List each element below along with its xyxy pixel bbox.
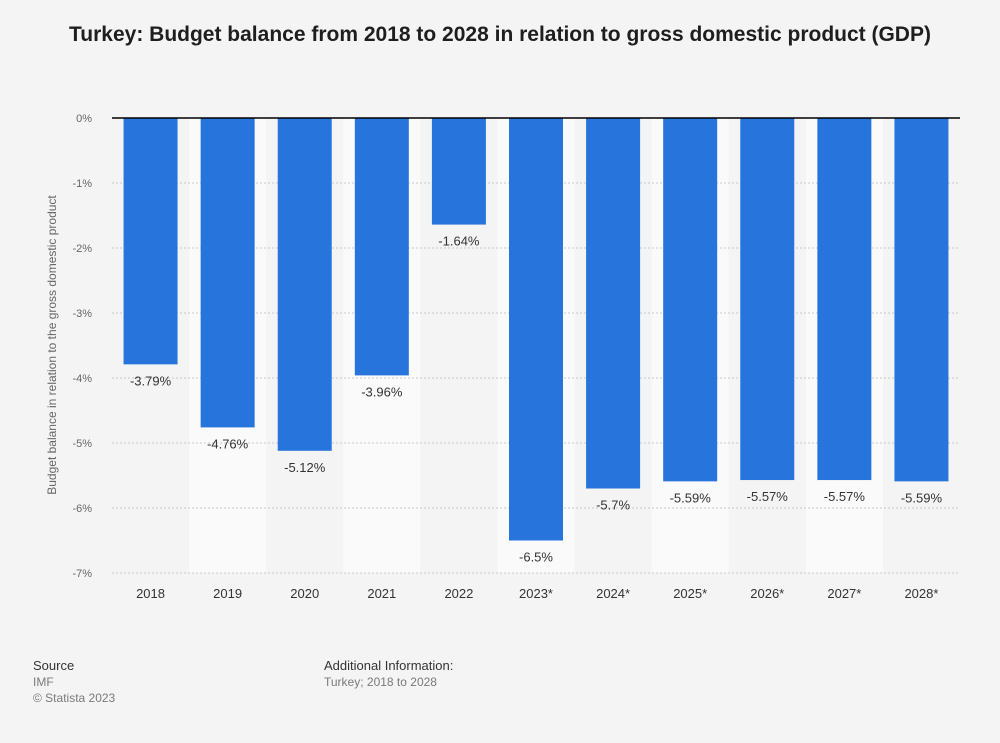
source-block: Source IMF © Statista 2023 xyxy=(33,658,115,706)
source-name: IMF xyxy=(33,675,54,689)
bar xyxy=(663,118,718,482)
data-label: -5.57% xyxy=(824,489,866,504)
bar xyxy=(509,118,563,541)
bar xyxy=(894,118,949,482)
x-tick-label: 2023* xyxy=(519,586,553,601)
y-tick-label: -1% xyxy=(72,178,92,190)
chart-title: Turkey: Budget balance from 2018 to 2028… xyxy=(69,23,931,46)
data-label: -5.59% xyxy=(901,490,943,505)
data-label: -3.96% xyxy=(361,384,403,399)
copyright: © Statista 2023 xyxy=(33,691,116,705)
x-tick-label: 2020 xyxy=(290,586,319,601)
y-tick-label: -2% xyxy=(72,243,92,255)
bar xyxy=(586,118,641,489)
bar xyxy=(431,118,486,225)
bar xyxy=(354,118,409,376)
x-tick-label: 2027* xyxy=(827,586,861,601)
y-tick-label: -4% xyxy=(72,373,92,385)
additional-info-block: Additional Information: Turkey; 2018 to … xyxy=(324,658,453,690)
data-label: -1.64% xyxy=(438,234,480,249)
bar xyxy=(200,118,255,428)
y-tick-label: 0% xyxy=(76,113,92,125)
y-tick-label: -7% xyxy=(72,568,92,580)
additional-info-text: Turkey; 2018 to 2028 xyxy=(324,675,437,689)
data-label: -5.59% xyxy=(670,490,712,505)
x-tick-label: 2025* xyxy=(673,586,707,601)
x-tick-label: 2018 xyxy=(136,586,165,601)
bar xyxy=(740,118,795,481)
x-tick-label: 2028* xyxy=(904,586,938,601)
data-label: -4.76% xyxy=(207,436,249,451)
x-tick-label: 2022 xyxy=(444,586,473,601)
y-axis-label: Budget balance in relation to the gross … xyxy=(45,195,59,495)
data-label: -3.79% xyxy=(130,373,172,388)
bar xyxy=(277,118,332,451)
x-tick-label: 2026* xyxy=(750,586,784,601)
x-tick-label: 2021 xyxy=(367,586,396,601)
bar xyxy=(817,118,872,481)
data-label: -5.7% xyxy=(596,498,630,513)
bar xyxy=(123,118,178,365)
data-label: -5.57% xyxy=(747,489,789,504)
y-tick-label: -3% xyxy=(72,308,92,320)
data-label: -6.5% xyxy=(519,550,553,565)
source-heading: Source xyxy=(33,658,75,673)
y-tick-label: -6% xyxy=(72,503,92,515)
additional-info-heading: Additional Information: xyxy=(324,658,454,673)
y-tick-label: -5% xyxy=(72,438,92,450)
x-tick-label: 2019 xyxy=(213,586,242,601)
x-tick-label: 2024* xyxy=(596,586,630,601)
data-label: -5.12% xyxy=(284,460,326,475)
